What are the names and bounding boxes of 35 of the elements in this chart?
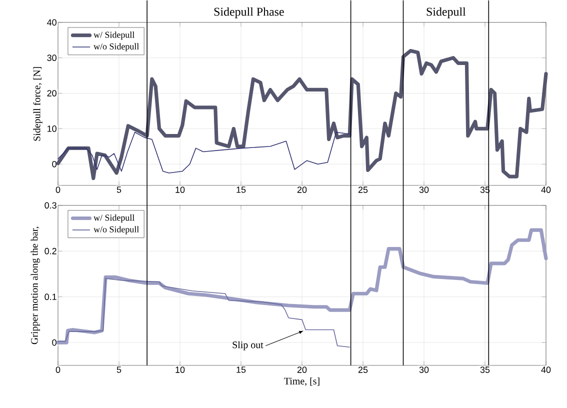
legend-label: w/ Sidepull [94, 31, 134, 40]
x-tick-label: 15 [236, 186, 246, 193]
y-tick-label: 30 [47, 54, 56, 61]
y-tick-label: 40 [47, 19, 56, 26]
x-tick-label: 35 [480, 366, 490, 373]
y-tick-label: 10 [48, 125, 56, 132]
x-tick-label: 10 [176, 366, 185, 373]
line-series [58, 132, 350, 174]
x-axis-title: Time, [s] [284, 377, 320, 386]
y-tick-label: 0 [52, 339, 56, 346]
y-axis-title: Sidepull force, [N] [33, 66, 42, 141]
legend-label: w/o Sidepull [94, 42, 139, 52]
x-tick-label: 40 [541, 186, 551, 193]
y-tick-label: 0.3 [44, 202, 56, 208]
x-tick-label: 5 [116, 366, 122, 373]
y-tick-label: 0 [52, 160, 56, 168]
x-tick-label: 25 [358, 366, 368, 373]
x-tick-label: 20 [297, 366, 307, 373]
x-tick-label: 15 [236, 366, 246, 373]
text: Sidepull Phase [214, 7, 284, 18]
legend-label: w/o Sidepull [94, 226, 139, 234]
x-tick-label: 40 [541, 366, 551, 373]
x-tick-label: 20 [297, 186, 307, 193]
x-tick-label: 5 [116, 186, 122, 193]
x-tick-label: 30 [419, 186, 429, 193]
y-tick-label: 0.1 [44, 293, 56, 300]
x-tick-label: 30 [419, 366, 429, 373]
text: Sidepull [426, 7, 466, 18]
legend-label: w/ Sidepull [94, 214, 134, 222]
y-tick-label: 0.2 [44, 248, 56, 254]
y-axis-title: Gripper motion along the bar, [30, 226, 40, 344]
x-tick-label: 25 [358, 186, 368, 193]
y-tick-label: 20 [47, 90, 56, 96]
x-tick-label: 10 [176, 186, 185, 193]
annotation: Slip out [232, 341, 264, 350]
